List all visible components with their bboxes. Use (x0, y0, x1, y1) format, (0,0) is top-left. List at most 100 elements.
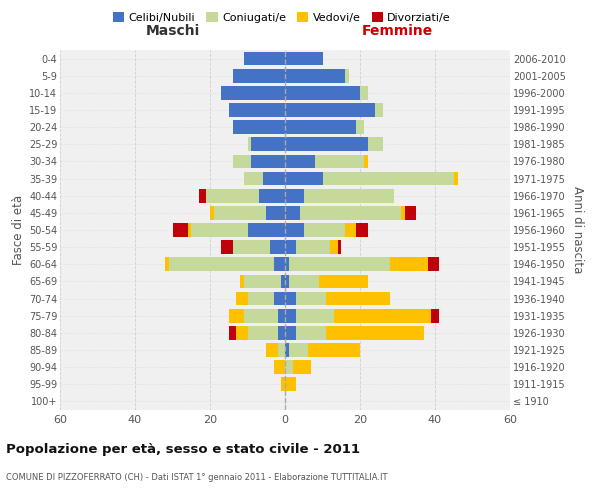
Y-axis label: Anni di nascita: Anni di nascita (571, 186, 584, 274)
Bar (229, 326, 236, 340)
Bar (360, 86, 367, 100)
Bar (285, 292, 296, 306)
Bar (285, 172, 323, 185)
Bar (296, 326, 326, 340)
Bar (304, 189, 394, 202)
Bar (330, 240, 337, 254)
Bar (206, 189, 259, 202)
Bar (165, 258, 169, 271)
Bar (337, 240, 341, 254)
Bar (199, 189, 206, 202)
Bar (326, 326, 424, 340)
Bar (293, 360, 311, 374)
Bar (375, 103, 383, 117)
Bar (229, 309, 244, 322)
Bar (334, 309, 431, 322)
Bar (233, 154, 251, 168)
Bar (233, 120, 285, 134)
Bar (187, 223, 191, 237)
Bar (427, 258, 439, 271)
Bar (296, 240, 330, 254)
Bar (221, 86, 285, 100)
Bar (266, 206, 285, 220)
Bar (364, 154, 367, 168)
Bar (296, 309, 334, 322)
Bar (236, 292, 248, 306)
Bar (454, 172, 458, 185)
Bar (248, 223, 285, 237)
Bar (274, 292, 285, 306)
Bar (277, 343, 285, 357)
Bar (296, 292, 326, 306)
Bar (277, 309, 285, 322)
Bar (285, 258, 289, 271)
Bar (285, 309, 296, 322)
Bar (345, 223, 356, 237)
Bar (285, 240, 296, 254)
Bar (356, 223, 367, 237)
Bar (248, 326, 277, 340)
Bar (326, 292, 390, 306)
Bar (281, 274, 285, 288)
Bar (285, 69, 345, 82)
Bar (263, 172, 285, 185)
Bar (405, 206, 416, 220)
Bar (289, 258, 390, 271)
Bar (214, 206, 266, 220)
Bar (236, 326, 248, 340)
Bar (285, 154, 315, 168)
Bar (169, 258, 274, 271)
Bar (289, 274, 319, 288)
Bar (304, 223, 345, 237)
Text: COMUNE DI PIZZOFERRATO (CH) - Dati ISTAT 1° gennaio 2011 - Elaborazione TUTTITAL: COMUNE DI PIZZOFERRATO (CH) - Dati ISTAT… (6, 472, 388, 482)
Bar (270, 240, 285, 254)
Text: Maschi: Maschi (145, 24, 200, 38)
Bar (251, 138, 285, 151)
Bar (240, 274, 244, 288)
Bar (315, 154, 364, 168)
Text: Femmine: Femmine (362, 24, 433, 38)
Bar (300, 206, 401, 220)
Bar (401, 206, 405, 220)
Bar (285, 52, 323, 66)
Bar (356, 120, 364, 134)
Bar (274, 258, 285, 271)
Bar (323, 172, 454, 185)
Bar (285, 223, 304, 237)
Bar (345, 69, 349, 82)
Bar (248, 138, 251, 151)
Bar (285, 206, 300, 220)
Bar (244, 309, 277, 322)
Bar (274, 360, 285, 374)
Bar (289, 343, 308, 357)
Bar (308, 343, 360, 357)
Bar (191, 223, 248, 237)
Bar (390, 258, 427, 271)
Bar (229, 103, 285, 117)
Bar (173, 223, 187, 237)
Bar (319, 274, 367, 288)
Bar (285, 378, 296, 391)
Bar (210, 206, 214, 220)
Bar (285, 138, 367, 151)
Bar (277, 326, 285, 340)
Bar (285, 360, 293, 374)
Bar (285, 103, 375, 117)
Bar (248, 292, 274, 306)
Bar (233, 69, 285, 82)
Bar (259, 189, 285, 202)
Bar (251, 154, 285, 168)
Bar (367, 138, 383, 151)
Bar (244, 274, 281, 288)
Bar (285, 189, 304, 202)
Bar (244, 52, 285, 66)
Bar (221, 240, 233, 254)
Legend: Celibi/Nubili, Coniugati/e, Vedovi/e, Divorziati/e: Celibi/Nubili, Coniugati/e, Vedovi/e, Di… (109, 8, 455, 28)
Bar (266, 343, 277, 357)
Bar (233, 240, 270, 254)
Bar (281, 378, 285, 391)
Bar (285, 326, 296, 340)
Bar (285, 120, 356, 134)
Bar (285, 274, 289, 288)
Y-axis label: Fasce di età: Fasce di età (11, 195, 25, 265)
